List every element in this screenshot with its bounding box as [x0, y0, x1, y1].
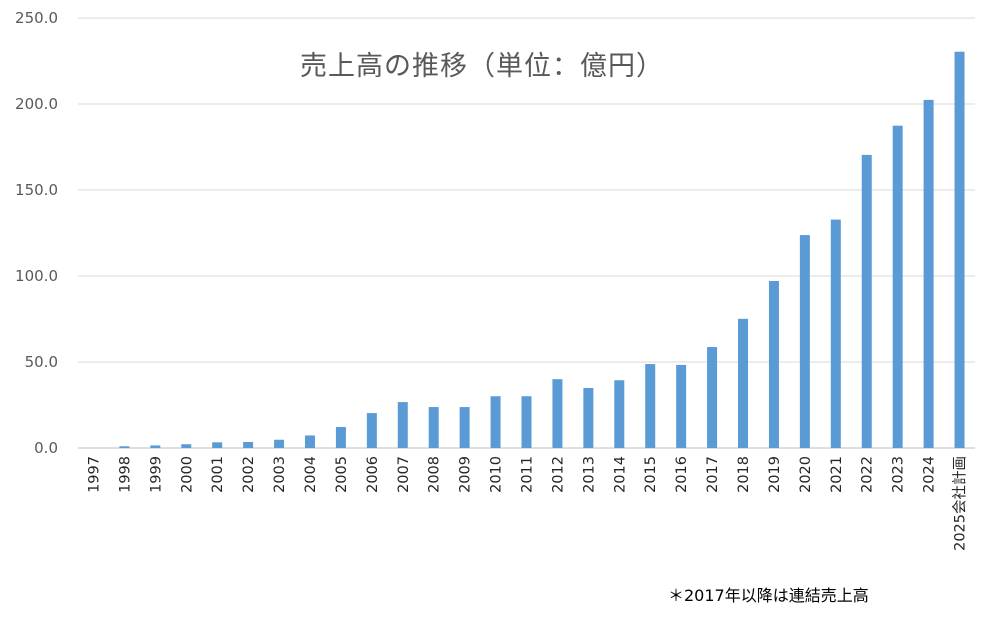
bar	[614, 380, 625, 448]
bar	[768, 280, 779, 448]
bar	[428, 407, 439, 448]
x-tick-label: 2013	[581, 456, 597, 493]
y-tick-label: 150.0	[15, 181, 58, 199]
bar	[243, 441, 254, 448]
chart-title: 売上高の推移（単位：億円）	[300, 51, 664, 82]
x-tick-label: 2020	[798, 456, 814, 493]
x-tick-label: 1997	[86, 456, 102, 493]
bar	[954, 51, 965, 448]
bar	[552, 379, 563, 448]
x-tick-label: 1998	[117, 456, 133, 493]
x-tick-label: 2019	[767, 456, 783, 493]
x-tick-label: 2008	[427, 456, 443, 493]
x-tick-label: 2011	[520, 456, 536, 493]
x-tick-label: 2015	[643, 456, 659, 493]
x-tick-label: 2005	[334, 456, 350, 493]
x-tick-label: 2007	[396, 456, 412, 493]
x-tick-label: 2012	[550, 456, 566, 493]
x-tick-label: 2025会社計画	[952, 456, 969, 551]
bar	[212, 442, 223, 448]
bar	[738, 318, 749, 448]
bar	[645, 364, 656, 448]
bar	[304, 435, 315, 448]
x-tick-label: 2018	[736, 456, 752, 493]
bar	[707, 347, 718, 448]
y-tick-label: 200.0	[15, 95, 58, 113]
bar	[676, 364, 687, 448]
x-tick-label: 2002	[241, 456, 257, 493]
y-tick-label: 250.0	[15, 9, 58, 27]
bar	[274, 439, 285, 448]
bar	[521, 396, 532, 448]
x-tick-label: 2017	[705, 456, 721, 493]
bar	[799, 235, 810, 448]
bar	[181, 444, 192, 448]
bar	[119, 446, 130, 448]
y-tick-label: 50.0	[25, 353, 58, 371]
bar	[150, 445, 161, 448]
y-tick-label: 0.0	[34, 439, 58, 457]
bar	[583, 387, 594, 448]
x-tick-label: 2000	[179, 456, 195, 493]
y-tick-label: 100.0	[15, 267, 58, 285]
x-tick-label: 2014	[612, 456, 628, 493]
footnote: ＊2017年以降は連結売上高	[668, 586, 869, 605]
x-tick-label: 2024	[922, 456, 938, 493]
x-tick-label: 2022	[860, 456, 876, 493]
bar	[861, 154, 872, 449]
x-tick-label: 2010	[489, 456, 505, 493]
bar	[459, 407, 470, 448]
x-tick-label: 2006	[365, 456, 381, 493]
bar	[335, 427, 346, 448]
bar	[892, 125, 903, 448]
x-tick-label: 2016	[674, 456, 690, 493]
x-tick-label: 2004	[303, 456, 319, 493]
x-tick-label: 2003	[272, 456, 288, 493]
bar	[830, 219, 841, 448]
bar	[490, 396, 501, 448]
bar	[366, 413, 377, 448]
x-tick-label: 2023	[891, 456, 907, 493]
bar	[397, 402, 408, 448]
x-tick-label: 2001	[210, 456, 226, 493]
bar	[923, 99, 934, 448]
x-tick-label: 2021	[829, 456, 845, 493]
x-tick-label: 2009	[458, 456, 474, 493]
x-tick-label: 1999	[148, 456, 164, 493]
